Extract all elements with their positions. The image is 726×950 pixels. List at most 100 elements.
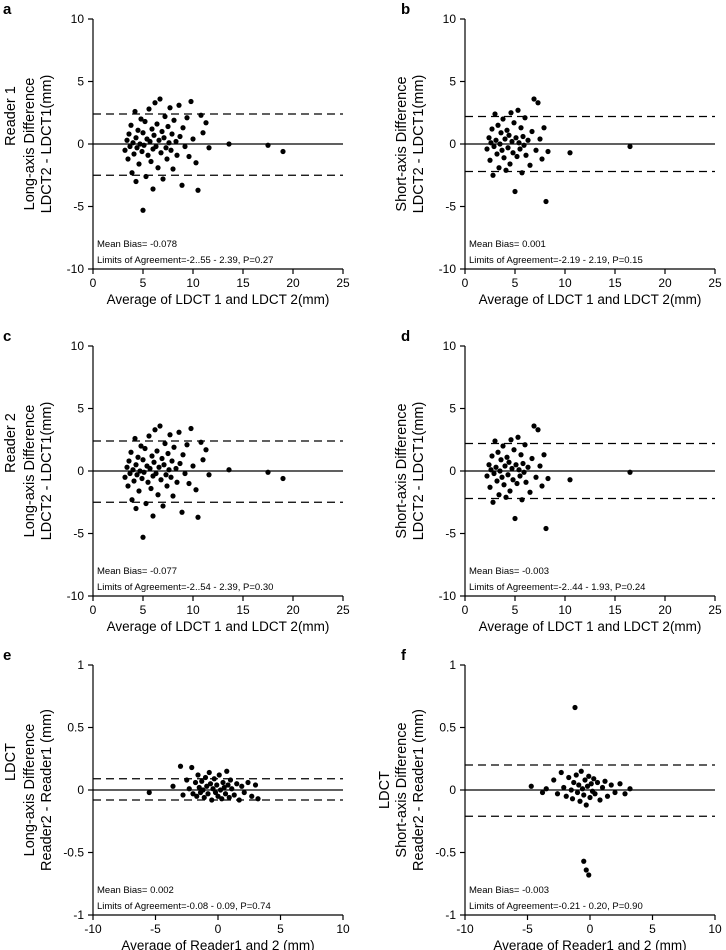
data-point <box>504 454 510 460</box>
data-point <box>506 459 512 465</box>
y-axis-label: LDCT2 - LDCT1(mm) <box>39 75 55 214</box>
data-point <box>535 100 541 106</box>
data-point <box>490 172 496 178</box>
data-point <box>140 130 146 136</box>
data-point <box>582 777 588 783</box>
data-point <box>170 166 176 172</box>
data-point <box>497 468 503 474</box>
row-label: Reader 2 <box>3 413 19 473</box>
data-point <box>578 768 584 774</box>
data-point <box>497 141 503 147</box>
data-point <box>617 781 623 787</box>
data-point <box>558 769 564 776</box>
x-tick-label: 25 <box>336 603 350 617</box>
y-tick-label: 1 <box>77 658 84 672</box>
y-tick-label: -10 <box>439 262 457 276</box>
data-point <box>227 777 234 783</box>
data-point <box>541 125 547 131</box>
data-point <box>140 534 146 540</box>
data-point <box>545 475 551 482</box>
x-tick-label: 5 <box>512 276 519 290</box>
data-point <box>498 130 504 136</box>
data-point <box>156 137 162 143</box>
data-point <box>519 170 525 176</box>
data-point <box>203 447 209 453</box>
data-point <box>206 145 212 151</box>
data-point <box>545 148 551 155</box>
data-point <box>222 791 229 797</box>
data-point <box>134 472 140 478</box>
data-point <box>128 449 134 455</box>
y-axis-label: Short-axis Difference <box>394 76 410 211</box>
y-tick-label: -0.5 <box>435 846 456 860</box>
data-point <box>146 106 152 112</box>
data-point <box>177 133 183 140</box>
data-point <box>163 472 169 478</box>
y-tick-label: -5 <box>445 527 456 541</box>
y-tick-label: 0 <box>449 137 456 151</box>
data-point <box>153 470 159 477</box>
data-point <box>154 121 160 127</box>
data-point <box>490 499 496 505</box>
data-point <box>581 858 587 864</box>
y-tick-label: 10 <box>443 12 457 26</box>
data-point <box>124 464 130 470</box>
x-tick-label: -10 <box>456 922 474 936</box>
data-point <box>207 781 214 787</box>
x-axis-label: Average of Reader1 and 2 (mm) <box>493 938 686 950</box>
data-point <box>174 152 180 158</box>
x-tick-label: -10 <box>84 922 102 936</box>
data-point <box>176 429 182 435</box>
data-point <box>124 137 130 143</box>
data-point <box>184 442 190 448</box>
data-point <box>198 439 204 445</box>
x-tick-label: 5 <box>140 276 147 290</box>
data-point <box>543 198 549 205</box>
data-point <box>195 187 201 193</box>
mean-bias-text: Mean Bias= 0.001 <box>469 239 546 250</box>
data-point <box>157 423 163 429</box>
data-point <box>529 128 535 135</box>
data-point <box>198 112 204 118</box>
x-tick-label: 25 <box>708 276 722 290</box>
data-point <box>131 151 137 157</box>
data-point <box>520 460 526 467</box>
row-label: Reader 1 <box>3 86 19 146</box>
data-point <box>537 463 543 469</box>
panel-e: e -1 -0.5 0 0.5 1 -10 -5 0 5 10 Mean Bias= 0.002 Li… <box>3 647 350 950</box>
data-point <box>245 779 251 786</box>
y-axis-label: Long-axis Difference <box>22 724 38 857</box>
data-point <box>488 140 494 146</box>
panel-letter: a <box>3 1 12 18</box>
data-point <box>194 793 200 799</box>
data-point <box>192 779 199 786</box>
y-tick-label: -0.5 <box>63 846 84 860</box>
data-point <box>583 802 589 808</box>
data-point <box>126 458 132 464</box>
x-axis-label: Average of LDCT 1 and LDCT 2(mm) <box>107 292 330 307</box>
data-point <box>188 98 194 105</box>
x-tick-label: 15 <box>608 276 622 290</box>
data-point <box>174 479 180 485</box>
data-point <box>122 474 128 480</box>
data-point <box>499 147 505 153</box>
data-point <box>141 469 147 475</box>
y-axis-label: Long-axis Difference <box>22 78 38 211</box>
data-point <box>513 135 519 141</box>
data-point <box>152 100 158 106</box>
y-axis-label: Short-axis Difference <box>394 403 410 538</box>
data-point <box>527 489 533 495</box>
data-point <box>252 782 259 788</box>
data-point <box>215 793 221 799</box>
data-point <box>141 142 147 148</box>
y-tick-label: -10 <box>67 589 85 603</box>
data-point <box>234 781 240 787</box>
y-tick-label: -5 <box>445 200 456 214</box>
data-point <box>205 791 211 797</box>
y-tick-label: -1 <box>73 908 84 922</box>
data-point <box>171 444 177 450</box>
limits-text: Limits of Agreement=-0.08 - 0.09, P=0.74 <box>97 901 271 912</box>
mean-bias-text: Mean Bias= -0.003 <box>469 885 549 896</box>
data-point <box>135 127 141 133</box>
panel-letter: e <box>3 647 11 664</box>
